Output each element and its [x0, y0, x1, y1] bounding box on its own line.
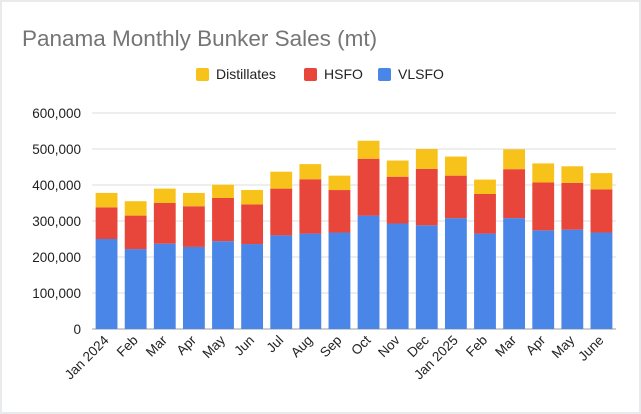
bar-hsfo	[532, 182, 555, 231]
legend-item-vlsfo: VLSFO	[378, 66, 444, 82]
x-tick-label: Nov	[375, 332, 403, 360]
bar-hsfo	[270, 188, 293, 236]
bar-hsfo	[241, 204, 264, 245]
x-tick-label: May	[199, 332, 228, 361]
gridlines	[92, 112, 616, 330]
bar-distillates	[299, 164, 322, 180]
bar-distillates	[415, 149, 438, 169]
bar-vlsfo	[270, 235, 293, 329]
bar-hsfo	[474, 194, 496, 234]
bar-distillates	[444, 156, 467, 176]
y-tick-label: 500,000	[32, 142, 81, 157]
x-tick-label: Jul	[264, 333, 287, 356]
bars	[95, 140, 613, 329]
bar-distillates	[212, 184, 234, 198]
bar-distillates	[270, 171, 293, 189]
bar-distillates	[182, 192, 205, 207]
bar-vlsfo	[532, 230, 555, 329]
bar-vlsfo	[444, 218, 467, 329]
bar-distillates	[532, 163, 555, 183]
x-tick-label: Apr	[174, 332, 200, 358]
x-axis: Jan 2024 Feb Mar Apr May Jun Jul Aug Sep Oct Nov De…	[62, 332, 607, 382]
bar-hsfo	[415, 168, 438, 226]
bar-distillates	[590, 173, 613, 190]
bar-vlsfo	[241, 244, 264, 329]
bar-distillates	[357, 140, 380, 159]
x-tick-label: Apr	[523, 332, 549, 358]
x-tick-label: Jan 2024	[62, 332, 112, 382]
legend-label-vlsfo: VLSFO	[398, 66, 444, 82]
bar-hsfo	[95, 207, 118, 239]
legend-item-hsfo: HSFO	[304, 66, 363, 82]
x-tick-label: May	[549, 332, 578, 361]
bar-vlsfo	[299, 233, 322, 329]
bar-hsfo	[561, 182, 584, 230]
legend-swatch-vlsfo	[378, 67, 391, 81]
x-tick-label: Mar	[492, 332, 519, 359]
bar-distillates	[95, 192, 118, 208]
x-tick-label: Oct	[348, 332, 374, 358]
x-tick-label: Feb	[463, 333, 490, 360]
bar-distillates	[328, 175, 351, 191]
bar-distillates	[474, 179, 496, 194]
y-axis: 0 100,000 200,000 300,000 400,000 500,000 600,…	[32, 106, 81, 337]
bar-distillates	[503, 149, 526, 170]
bar-hsfo	[182, 206, 205, 247]
bar-hsfo	[357, 158, 380, 216]
x-tick-label: Feb	[114, 333, 141, 360]
y-tick-label: 100,000	[32, 286, 81, 301]
x-tick-label: Aug	[288, 333, 316, 361]
y-tick-label: 200,000	[32, 250, 81, 265]
bar-hsfo	[153, 203, 176, 244]
bar-hsfo	[328, 190, 351, 233]
bar-vlsfo	[590, 232, 613, 329]
x-tick-label: Jun	[231, 333, 257, 359]
bar-distillates	[561, 166, 584, 183]
legend-item-distillates: Distillates	[196, 66, 276, 82]
bar-hsfo	[212, 197, 234, 242]
x-tick-label: June	[575, 333, 606, 364]
bar-distillates	[241, 190, 264, 205]
bar-vlsfo	[212, 241, 234, 329]
bar-vlsfo	[503, 218, 526, 329]
bar-distillates	[153, 188, 176, 203]
legend-swatch-distillates	[196, 67, 209, 81]
legend-label-distillates: Distillates	[216, 66, 276, 82]
y-tick-label: 0	[73, 322, 81, 337]
bar-vlsfo	[153, 243, 176, 329]
bar-vlsfo	[124, 249, 147, 329]
chart-title: Panama Monthly Bunker Sales (mt)	[22, 26, 378, 51]
legend-swatch-hsfo	[304, 67, 317, 81]
bar-vlsfo	[95, 239, 118, 329]
bar-vlsfo	[328, 232, 351, 329]
bar-hsfo	[590, 189, 613, 233]
y-tick-label: 300,000	[32, 214, 81, 229]
bar-distillates	[124, 201, 147, 216]
bar-hsfo	[386, 176, 409, 224]
bar-vlsfo	[386, 223, 409, 329]
y-tick-label: 400,000	[32, 178, 81, 193]
bar-hsfo	[299, 179, 322, 234]
bar-vlsfo	[415, 225, 438, 329]
bar-hsfo	[124, 215, 147, 250]
x-tick-label: Mar	[143, 332, 170, 359]
bar-hsfo	[444, 175, 467, 219]
bar-vlsfo	[182, 246, 205, 329]
bar-vlsfo	[561, 229, 584, 329]
legend-label-hsfo: HSFO	[324, 66, 363, 82]
y-tick-label: 600,000	[32, 106, 81, 121]
bar-vlsfo	[357, 215, 380, 329]
chart-legend: Distillates HSFO VLSFO	[0, 66, 641, 90]
bar-vlsfo	[474, 233, 496, 329]
bar-hsfo	[503, 169, 526, 219]
bar-distillates	[386, 160, 409, 177]
x-tick-label: Sep	[317, 333, 345, 361]
